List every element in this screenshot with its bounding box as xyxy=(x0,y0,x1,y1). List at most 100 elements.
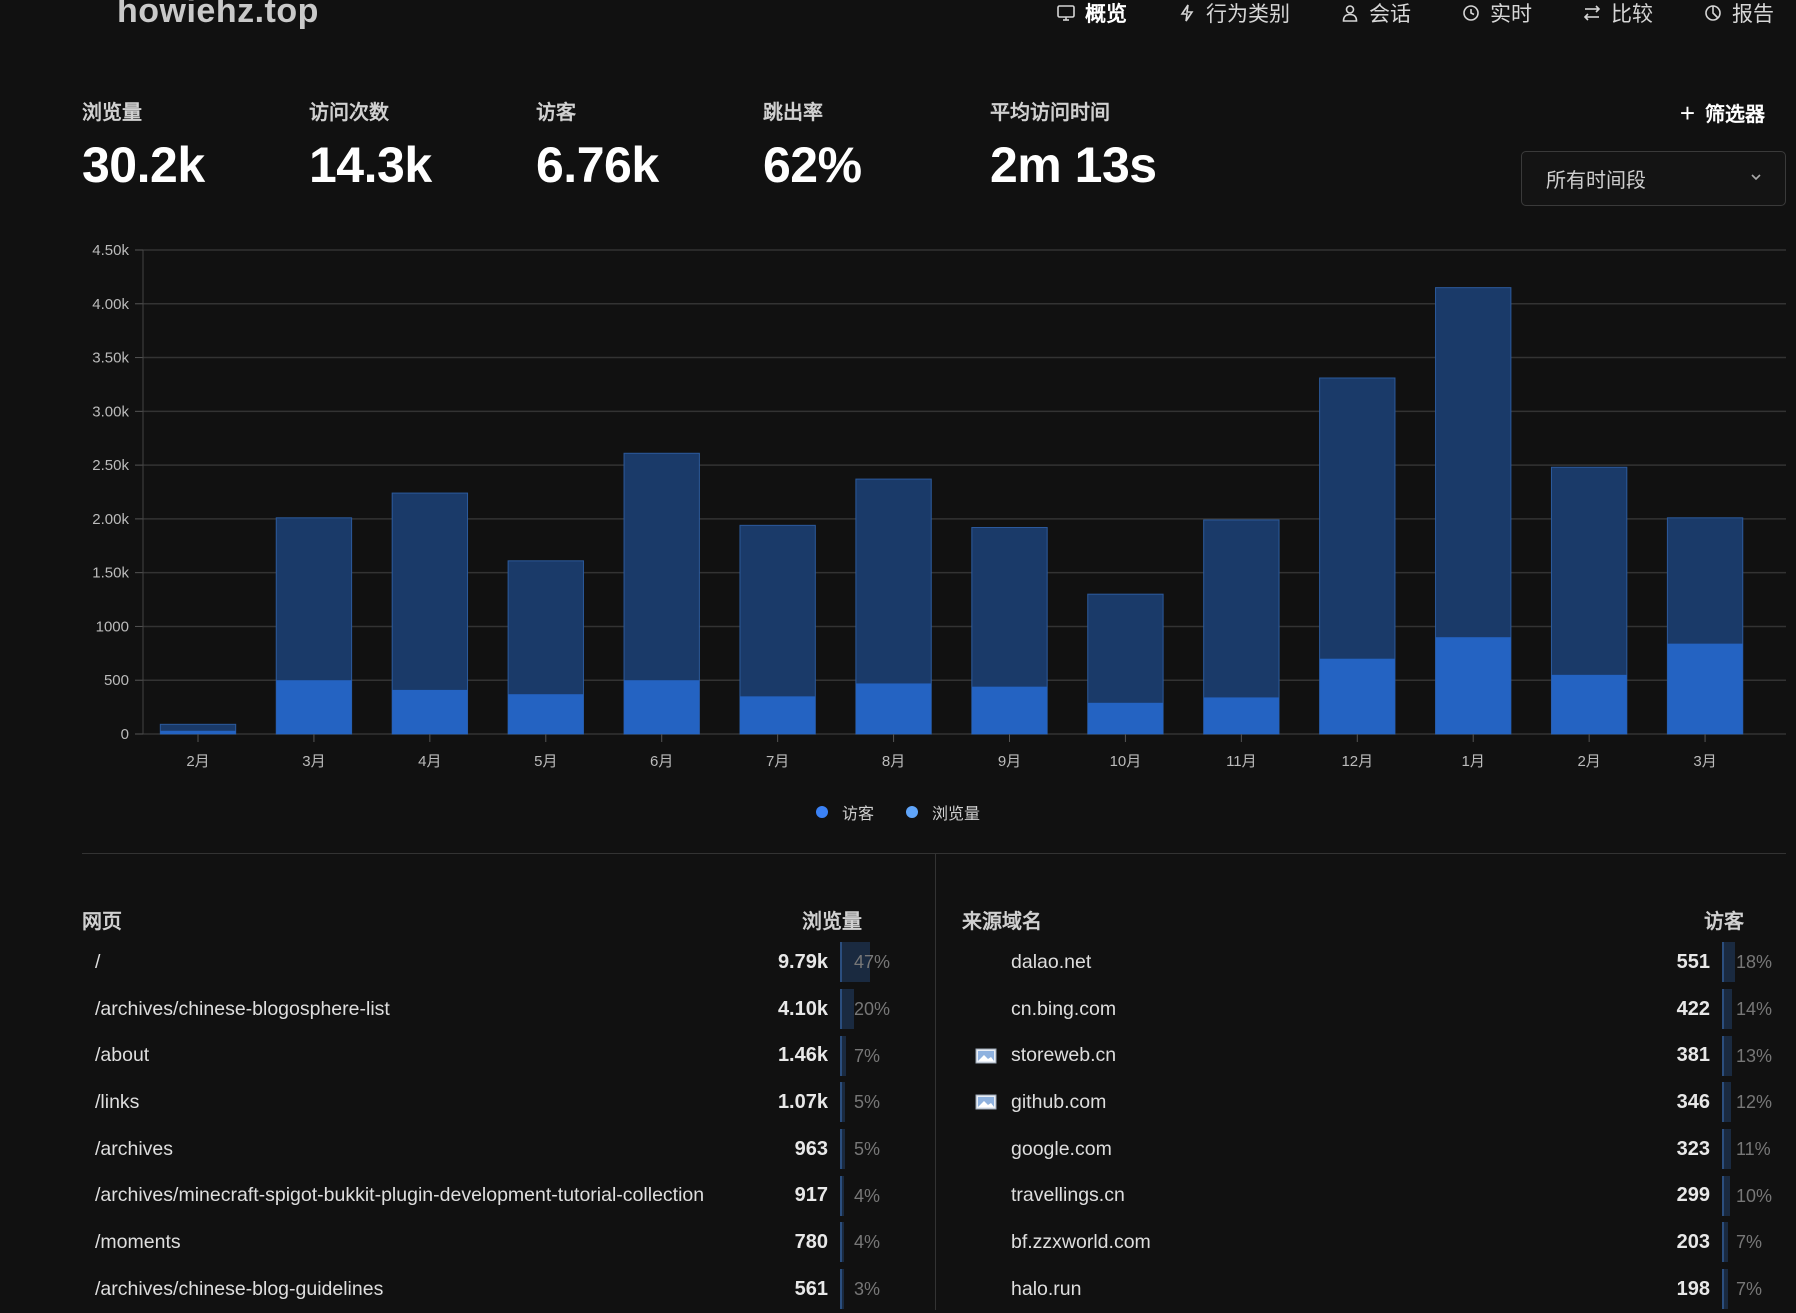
x-tick-label: 11月 xyxy=(1226,753,1257,770)
row-label[interactable]: dalao.net xyxy=(962,951,1620,974)
date-range-select[interactable]: 所有时间段 xyxy=(1521,151,1786,206)
user-icon xyxy=(1340,3,1360,23)
row-label[interactable]: /archives/chinese-blog-guidelines xyxy=(82,1278,738,1301)
add-filter-button[interactable]: + 筛选器 xyxy=(1680,98,1765,127)
bar-visitors xyxy=(392,689,468,734)
nav-label: 会话 xyxy=(1369,3,1411,26)
x-tick-label: 10月 xyxy=(1110,753,1142,770)
nav-compare[interactable]: 比较 xyxy=(1582,0,1653,28)
row-label-text: bf.zzxworld.com xyxy=(1011,1230,1151,1253)
nav-label: 行为类别 xyxy=(1206,3,1290,26)
share-bar-fill xyxy=(1724,1222,1729,1263)
table-row[interactable]: google.com 323 11% xyxy=(962,1126,1774,1173)
row-value: 780 xyxy=(794,1230,828,1253)
row-label[interactable]: /links xyxy=(82,1091,738,1114)
row-label[interactable]: travellings.cn xyxy=(962,1184,1620,1207)
row-label[interactable]: github.com xyxy=(962,1091,1620,1114)
column-divider xyxy=(935,853,936,1310)
table-row[interactable]: / 9.79k 47% xyxy=(82,939,892,986)
x-tick-label: 3月 xyxy=(302,753,325,770)
filter-label: 筛选器 xyxy=(1705,104,1765,126)
table-row[interactable]: github.com 346 12% xyxy=(962,1079,1774,1126)
metric-label: 跳出率 xyxy=(763,102,823,124)
table-row[interactable]: dalao.net 551 18% xyxy=(962,939,1774,986)
x-tick-label: 9月 xyxy=(998,753,1021,770)
row-label[interactable]: /archives xyxy=(82,1138,738,1161)
nav-sessions[interactable]: 会话 xyxy=(1340,0,1411,28)
row-percent: 5% xyxy=(854,1092,881,1113)
table-row[interactable]: /about 1.46k 7% xyxy=(82,1032,892,1079)
share-bar: 7% xyxy=(840,1035,892,1076)
table-metric: 访客 xyxy=(1704,911,1744,933)
table-row[interactable]: halo.run 198 7% xyxy=(962,1266,1774,1313)
monitor-icon xyxy=(1056,3,1076,23)
row-label-text: /about xyxy=(95,1044,150,1067)
row-label-text: /moments xyxy=(95,1230,181,1253)
share-bar: 18% xyxy=(1722,942,1774,983)
pages-table: 网页 浏览量 / 9.79k 47% /archives/chinese-blogos… xyxy=(82,905,892,1313)
row-value: 917 xyxy=(794,1184,828,1207)
row-percent: 13% xyxy=(1736,1045,1773,1066)
row-label[interactable]: /about xyxy=(82,1044,738,1067)
share-bar-fill xyxy=(842,1175,845,1216)
bar-visitors xyxy=(739,696,816,734)
row-value: 422 xyxy=(1676,997,1710,1020)
row-percent: 11% xyxy=(1736,1139,1771,1160)
row-label[interactable]: bf.zzxworld.com xyxy=(962,1231,1620,1254)
nav-overview[interactable]: 概览 xyxy=(1056,0,1127,28)
row-label-text: halo.run xyxy=(1011,1277,1082,1300)
row-label[interactable]: halo.run xyxy=(962,1278,1620,1301)
row-value: 381 xyxy=(1676,1044,1710,1067)
chevron-down-icon xyxy=(1749,167,1763,190)
row-label-text: /archives/chinese-blog-guidelines xyxy=(95,1277,384,1300)
table-row[interactable]: /archives/chinese-blogosphere-list 4.10k 2… xyxy=(82,986,892,1033)
share-bar-fill xyxy=(1724,1129,1731,1170)
legend-item-views[interactable]: 浏览量 xyxy=(906,800,980,824)
bar-visitors xyxy=(624,680,700,734)
nav-reports[interactable]: 报告 xyxy=(1703,0,1774,28)
legend-item-visitors[interactable]: 访客 xyxy=(815,800,874,824)
y-tick-label: 500 xyxy=(104,672,129,689)
table-row[interactable]: /archives/minecraft-spigot-bukkit-plugin… xyxy=(82,1172,892,1219)
row-label-text: storeweb.cn xyxy=(1011,1044,1117,1067)
metric-value: 30.2k xyxy=(82,137,205,193)
table-row[interactable]: storeweb.cn 381 13% xyxy=(962,1032,1774,1079)
favicon-placeholder xyxy=(975,953,997,971)
table-row[interactable]: cn.bing.com 422 14% xyxy=(962,986,1774,1033)
nav-label: 概览 xyxy=(1085,3,1127,26)
row-value: 551 xyxy=(1676,950,1710,973)
nav-events[interactable]: 行为类别 xyxy=(1177,0,1290,28)
table-row[interactable]: /moments 780 4% xyxy=(82,1219,892,1266)
row-value: 9.79k xyxy=(777,950,828,973)
table-row[interactable]: travellings.cn 299 10% xyxy=(962,1172,1774,1219)
bar-visitors xyxy=(1551,674,1627,734)
row-percent: 4% xyxy=(854,1232,881,1253)
site-title[interactable]: howiehz.top xyxy=(117,0,319,30)
top-nav: 概览 行为类别 会话 实时 比较 报告 xyxy=(1056,0,1774,26)
x-tick-label: 1月 xyxy=(1462,753,1485,770)
share-bar-fill xyxy=(842,942,871,983)
nav-realtime[interactable]: 实时 xyxy=(1461,0,1532,28)
row-label[interactable]: /moments xyxy=(82,1231,738,1254)
table-row[interactable]: /archives 963 5% xyxy=(82,1126,892,1173)
bar-visitors xyxy=(971,686,1048,734)
table-title: 网页 xyxy=(82,911,122,933)
row-label[interactable]: /archives/minecraft-spigot-bukkit-plugin… xyxy=(82,1184,738,1207)
y-tick-label: 3.50k xyxy=(92,350,129,367)
row-label[interactable]: /archives/chinese-blogosphere-list xyxy=(82,998,738,1021)
row-label-text: cn.bing.com xyxy=(1011,997,1117,1020)
row-percent: 7% xyxy=(854,1045,881,1066)
row-percent: 18% xyxy=(1736,952,1773,973)
x-tick-label: 2月 xyxy=(186,753,209,770)
date-range-value: 所有时间段 xyxy=(1546,170,1646,192)
row-value: 203 xyxy=(1676,1230,1710,1253)
row-label[interactable]: storeweb.cn xyxy=(962,1044,1620,1067)
row-percent: 3% xyxy=(854,1279,881,1300)
table-row[interactable]: bf.zzxworld.com 203 7% xyxy=(962,1219,1774,1266)
row-label[interactable]: / xyxy=(82,951,738,974)
table-row[interactable]: /links 1.07k 5% xyxy=(82,1079,892,1126)
table-row[interactable]: /archives/chinese-blog-guidelines 561 3% xyxy=(82,1266,892,1313)
row-percent: 47% xyxy=(854,952,891,973)
row-label[interactable]: google.com xyxy=(962,1138,1620,1161)
row-label[interactable]: cn.bing.com xyxy=(962,998,1620,1021)
